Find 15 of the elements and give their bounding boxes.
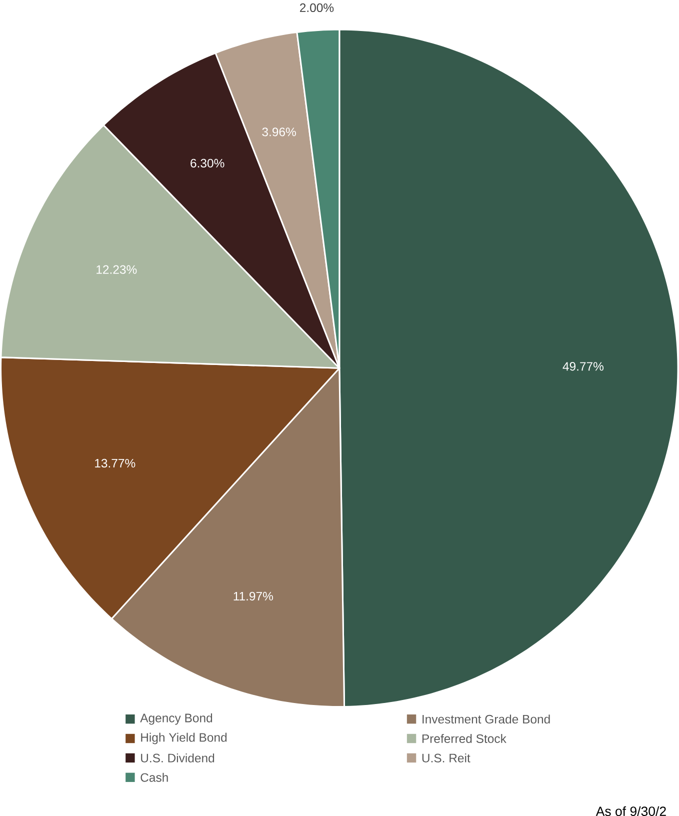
legend-label: High Yield Bond: [141, 732, 227, 744]
data-label: 2.00%: [300, 3, 334, 12]
data-label: 13.77%: [95, 458, 136, 468]
legend-label: Preferred Stock: [422, 734, 507, 743]
data-label: 3.96%: [262, 128, 296, 136]
legend-label: Cash: [140, 772, 168, 782]
data-label: 49.77%: [562, 362, 604, 371]
legend-label: U.S. Dividend: [141, 753, 214, 762]
text: As of 9/30/2: [596, 806, 666, 816]
data-label: 12.23%: [96, 265, 137, 274]
data-label: 11.97%: [234, 592, 274, 601]
legend-label: U.S. Reit: [422, 753, 470, 762]
data-label: 6.30%: [190, 158, 224, 168]
legend-label: Investment Grade Bond: [422, 714, 550, 724]
legend-label: Agency Bond: [140, 713, 212, 725]
